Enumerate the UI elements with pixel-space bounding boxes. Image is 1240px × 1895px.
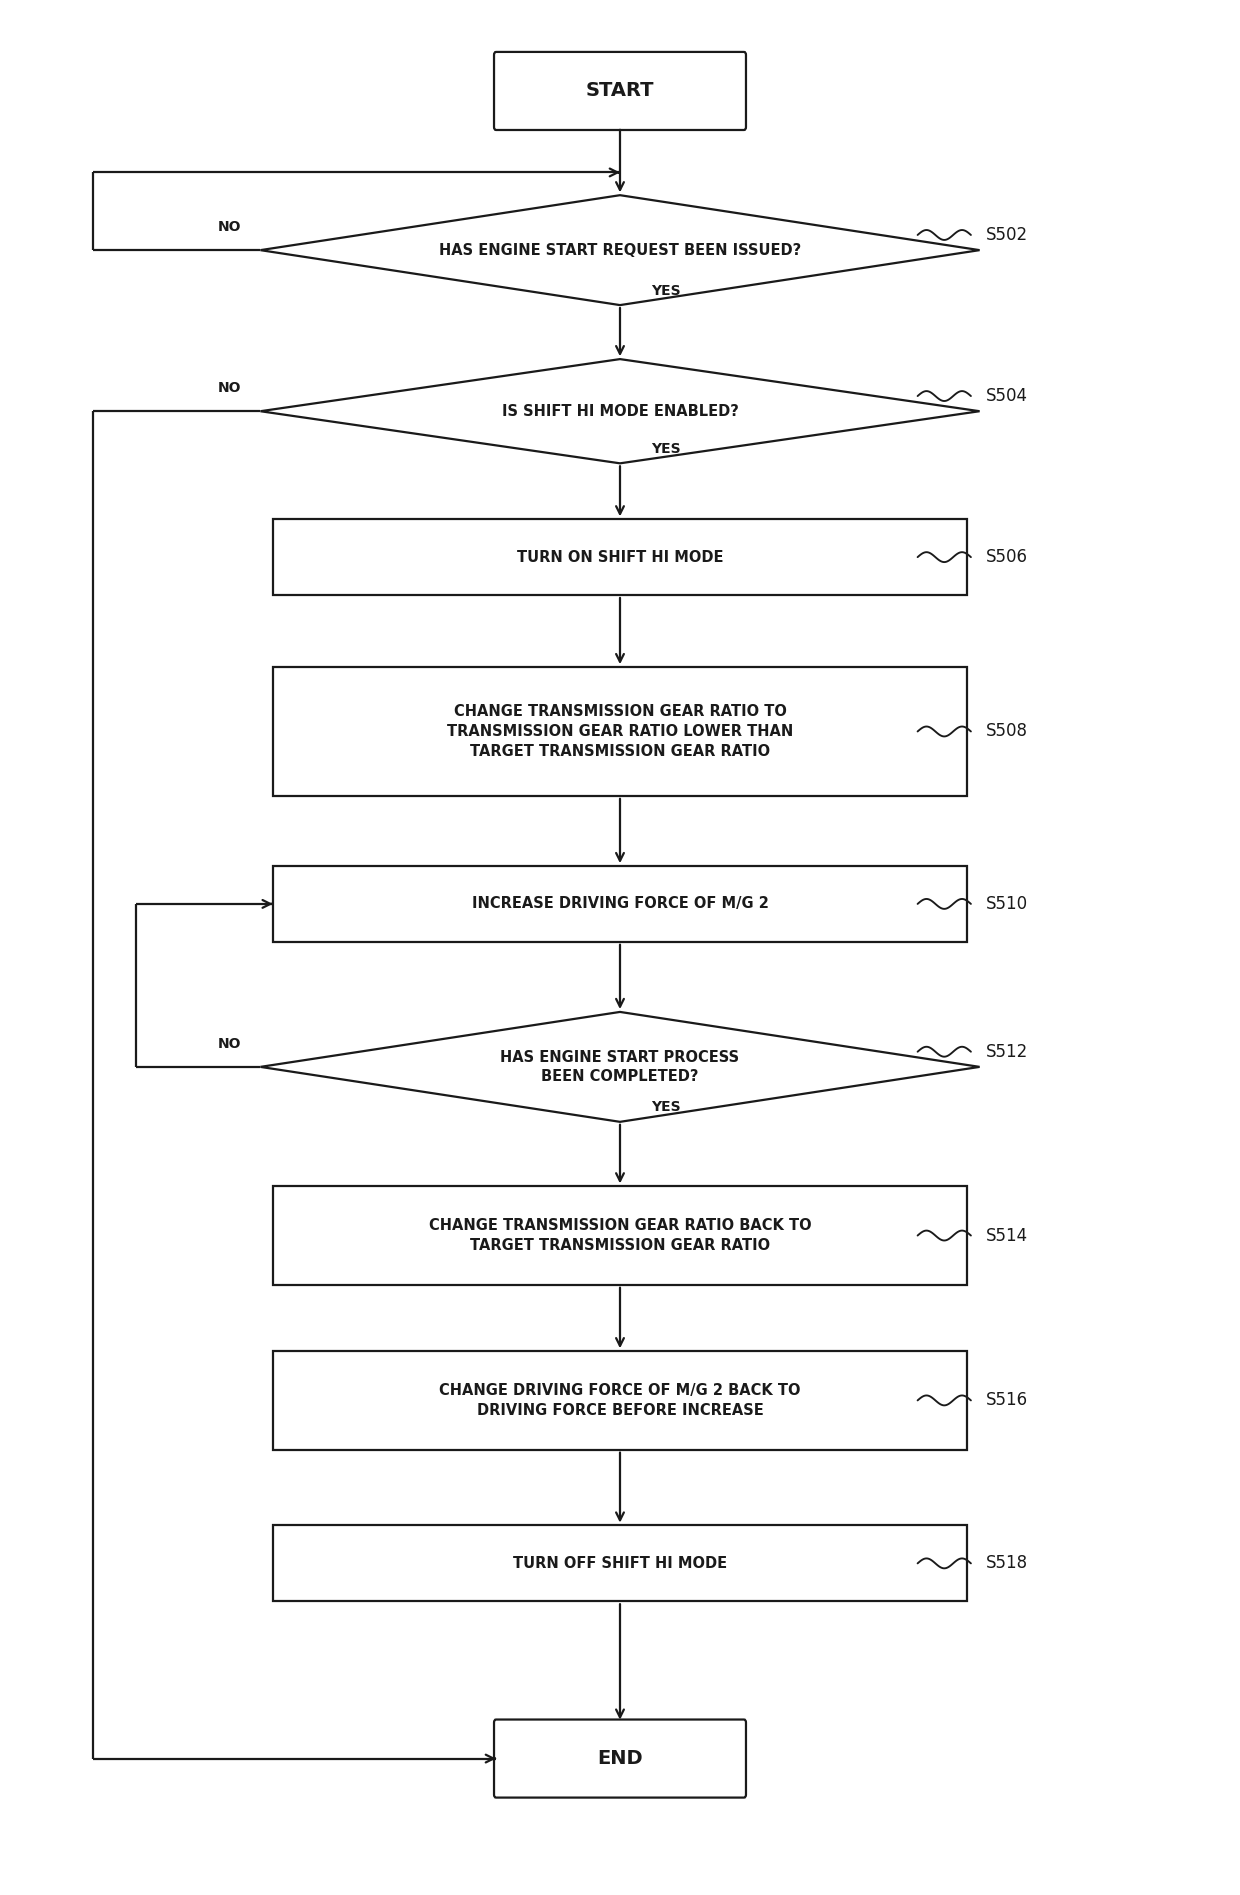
Text: S516: S516 (986, 1391, 1028, 1410)
Text: S508: S508 (986, 722, 1028, 741)
Text: S514: S514 (986, 1226, 1028, 1245)
Text: S510: S510 (986, 894, 1028, 913)
Text: IS SHIFT HI MODE ENABLED?: IS SHIFT HI MODE ENABLED? (501, 404, 739, 419)
Bar (273, 1186, 967, 1285)
Text: INCREASE DRIVING FORCE OF M/G 2: INCREASE DRIVING FORCE OF M/G 2 (471, 896, 769, 911)
Text: S518: S518 (986, 1554, 1028, 1573)
Text: NO: NO (218, 220, 241, 235)
Bar (273, 1351, 967, 1450)
Text: CHANGE TRANSMISSION GEAR RATIO BACK TO
TARGET TRANSMISSION GEAR RATIO: CHANGE TRANSMISSION GEAR RATIO BACK TO T… (429, 1218, 811, 1253)
Text: S512: S512 (986, 1042, 1028, 1061)
Text: HAS ENGINE START REQUEST BEEN ISSUED?: HAS ENGINE START REQUEST BEEN ISSUED? (439, 243, 801, 258)
Text: TURN OFF SHIFT HI MODE: TURN OFF SHIFT HI MODE (513, 1556, 727, 1571)
Text: S502: S502 (986, 226, 1028, 244)
Bar (273, 519, 967, 595)
Text: CHANGE DRIVING FORCE OF M/G 2 BACK TO
DRIVING FORCE BEFORE INCREASE: CHANGE DRIVING FORCE OF M/G 2 BACK TO DR… (439, 1383, 801, 1417)
Text: S506: S506 (986, 548, 1028, 567)
Polygon shape (260, 195, 980, 305)
Text: CHANGE TRANSMISSION GEAR RATIO TO
TRANSMISSION GEAR RATIO LOWER THAN
TARGET TRAN: CHANGE TRANSMISSION GEAR RATIO TO TRANSM… (446, 703, 794, 760)
Text: END: END (598, 1749, 642, 1768)
FancyBboxPatch shape (494, 51, 746, 131)
Polygon shape (260, 360, 980, 462)
Bar (273, 667, 967, 796)
Text: NO: NO (218, 381, 241, 396)
Text: S504: S504 (986, 387, 1028, 406)
FancyBboxPatch shape (494, 1719, 746, 1798)
Text: HAS ENGINE START PROCESS
BEEN COMPLETED?: HAS ENGINE START PROCESS BEEN COMPLETED? (501, 1050, 739, 1084)
Text: TURN ON SHIFT HI MODE: TURN ON SHIFT HI MODE (517, 550, 723, 565)
Text: NO: NO (218, 1037, 241, 1052)
Text: START: START (585, 81, 655, 100)
Text: YES: YES (651, 1101, 681, 1114)
Polygon shape (260, 1012, 980, 1122)
Bar (273, 1525, 967, 1601)
Bar (273, 866, 967, 942)
Text: YES: YES (651, 442, 681, 457)
Text: YES: YES (651, 284, 681, 298)
